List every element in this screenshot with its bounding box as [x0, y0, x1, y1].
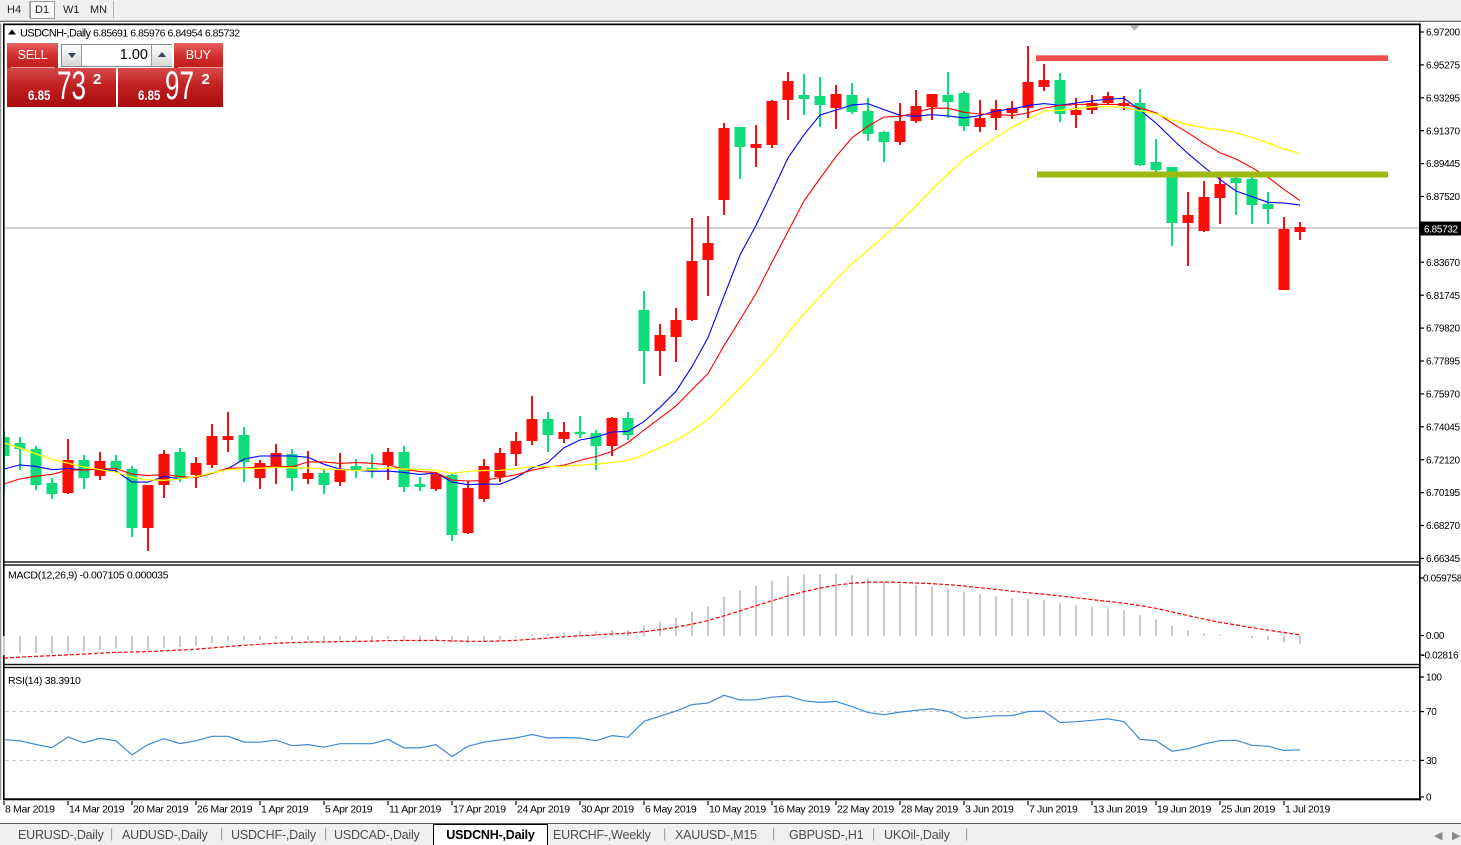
svg-text:30 Apr 2019: 30 Apr 2019: [581, 804, 634, 816]
svg-text:6.91370: 6.91370: [1426, 126, 1460, 137]
svg-text:USDCNH-,Daily: USDCNH-,Daily: [20, 28, 92, 40]
svg-text:8 Mar 2019: 8 Mar 2019: [5, 804, 55, 816]
svg-text:17 Apr 2019: 17 Apr 2019: [453, 804, 506, 816]
svg-text:30: 30: [1426, 756, 1437, 767]
svg-text:6.97200: 6.97200: [1426, 28, 1460, 39]
svg-text:26 Mar 2019: 26 Mar 2019: [197, 804, 253, 816]
svg-text:RSI(14) 38.3910: RSI(14) 38.3910: [8, 675, 81, 687]
svg-text:5 Apr 2019: 5 Apr 2019: [325, 804, 373, 816]
svg-text:6.66345: 6.66345: [1426, 554, 1460, 565]
svg-text:3 Jun 2019: 3 Jun 2019: [965, 804, 1014, 816]
svg-text:6.85691 6.85976 6.84954 6.8573: 6.85691 6.85976 6.84954 6.85732: [93, 28, 240, 40]
svg-text:6.77895: 6.77895: [1426, 357, 1460, 368]
svg-text:0.059758: 0.059758: [1423, 574, 1461, 585]
svg-text:0.00: 0.00: [1426, 631, 1445, 642]
svg-text:6.81745: 6.81745: [1426, 291, 1460, 302]
svg-text:70: 70: [1426, 707, 1437, 718]
svg-text:6.95275: 6.95275: [1426, 61, 1460, 72]
svg-text:6.85732: 6.85732: [1424, 224, 1458, 235]
svg-text:13 Jun 2019: 13 Jun 2019: [1093, 804, 1147, 816]
svg-text:28 May 2019: 28 May 2019: [901, 804, 958, 816]
svg-text:6.75970: 6.75970: [1426, 390, 1460, 401]
svg-text:6.70195: 6.70195: [1426, 488, 1460, 499]
svg-text:24 Apr 2019: 24 Apr 2019: [517, 804, 570, 816]
svg-text:25 Jun 2019: 25 Jun 2019: [1221, 804, 1275, 816]
svg-text:6.74045: 6.74045: [1426, 422, 1460, 433]
svg-text:10 May 2019: 10 May 2019: [709, 804, 766, 816]
svg-text:1 Jul 2019: 1 Jul 2019: [1285, 804, 1330, 816]
svg-text:6.68270: 6.68270: [1426, 521, 1460, 532]
svg-text:0: 0: [1426, 793, 1432, 804]
svg-text:100: 100: [1426, 673, 1442, 684]
svg-text:6.72120: 6.72120: [1426, 455, 1460, 466]
svg-text:7 Jun 2019: 7 Jun 2019: [1029, 804, 1078, 816]
svg-text:14 Mar 2019: 14 Mar 2019: [69, 804, 125, 816]
svg-text:6 May 2019: 6 May 2019: [645, 804, 697, 816]
svg-text:22 May 2019: 22 May 2019: [837, 804, 894, 816]
svg-text:6.89445: 6.89445: [1426, 159, 1460, 170]
svg-text:20 Mar 2019: 20 Mar 2019: [133, 804, 189, 816]
svg-text:MACD(12,26,9) -0.007105 0.0000: MACD(12,26,9) -0.007105 0.000035: [8, 570, 169, 582]
svg-text:6.87520: 6.87520: [1426, 192, 1460, 203]
svg-text:6.83670: 6.83670: [1426, 258, 1460, 269]
svg-text:19 Jun 2019: 19 Jun 2019: [1157, 804, 1211, 816]
svg-text:-0.02816: -0.02816: [1422, 651, 1459, 662]
svg-text:1 Apr 2019: 1 Apr 2019: [261, 804, 309, 816]
svg-text:6.93295: 6.93295: [1426, 93, 1460, 104]
svg-text:16 May 2019: 16 May 2019: [773, 804, 830, 816]
svg-text:11 Apr 2019: 11 Apr 2019: [389, 804, 442, 816]
svg-text:6.79820: 6.79820: [1426, 324, 1460, 335]
